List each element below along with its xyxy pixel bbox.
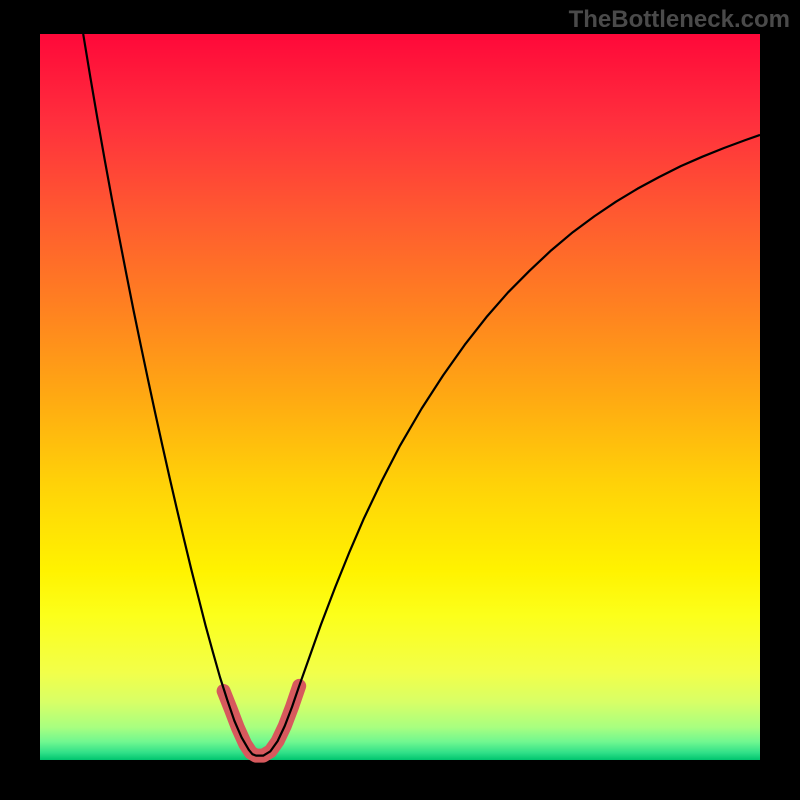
chart-root: TheBottleneck.com <box>0 0 800 800</box>
plot-background <box>40 34 760 760</box>
chart-svg <box>0 0 800 800</box>
watermark-text: TheBottleneck.com <box>569 6 790 34</box>
